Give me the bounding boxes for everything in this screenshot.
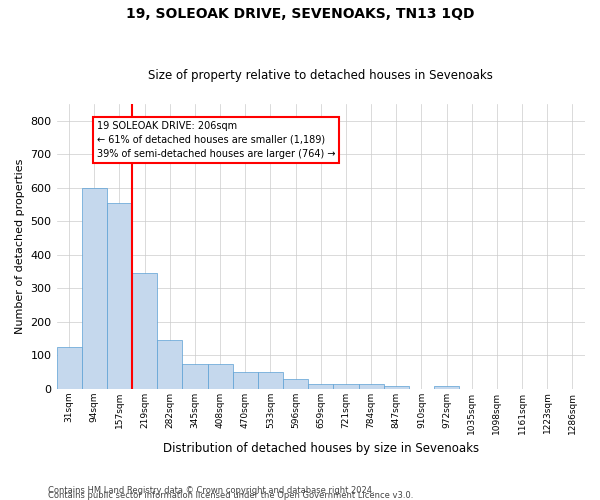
Bar bbox=[56, 347, 82, 389]
Y-axis label: Number of detached properties: Number of detached properties bbox=[15, 158, 25, 334]
Bar bbox=[208, 364, 233, 389]
Bar bbox=[107, 203, 132, 389]
Bar bbox=[334, 384, 359, 389]
Bar bbox=[182, 364, 208, 389]
Bar bbox=[383, 386, 409, 389]
Bar bbox=[82, 188, 107, 389]
Bar bbox=[434, 386, 459, 389]
Bar bbox=[258, 372, 283, 389]
X-axis label: Distribution of detached houses by size in Sevenoaks: Distribution of detached houses by size … bbox=[163, 442, 479, 455]
Text: Contains HM Land Registry data © Crown copyright and database right 2024.: Contains HM Land Registry data © Crown c… bbox=[48, 486, 374, 495]
Bar bbox=[233, 372, 258, 389]
Bar bbox=[157, 340, 182, 389]
Bar bbox=[308, 384, 334, 389]
Text: Contains public sector information licensed under the Open Government Licence v3: Contains public sector information licen… bbox=[48, 491, 413, 500]
Text: 19, SOLEOAK DRIVE, SEVENOAKS, TN13 1QD: 19, SOLEOAK DRIVE, SEVENOAKS, TN13 1QD bbox=[126, 8, 474, 22]
Bar bbox=[359, 384, 383, 389]
Bar bbox=[132, 273, 157, 389]
Bar bbox=[283, 378, 308, 389]
Text: 19 SOLEOAK DRIVE: 206sqm
← 61% of detached houses are smaller (1,189)
39% of sem: 19 SOLEOAK DRIVE: 206sqm ← 61% of detach… bbox=[97, 121, 335, 159]
Title: Size of property relative to detached houses in Sevenoaks: Size of property relative to detached ho… bbox=[148, 69, 493, 82]
